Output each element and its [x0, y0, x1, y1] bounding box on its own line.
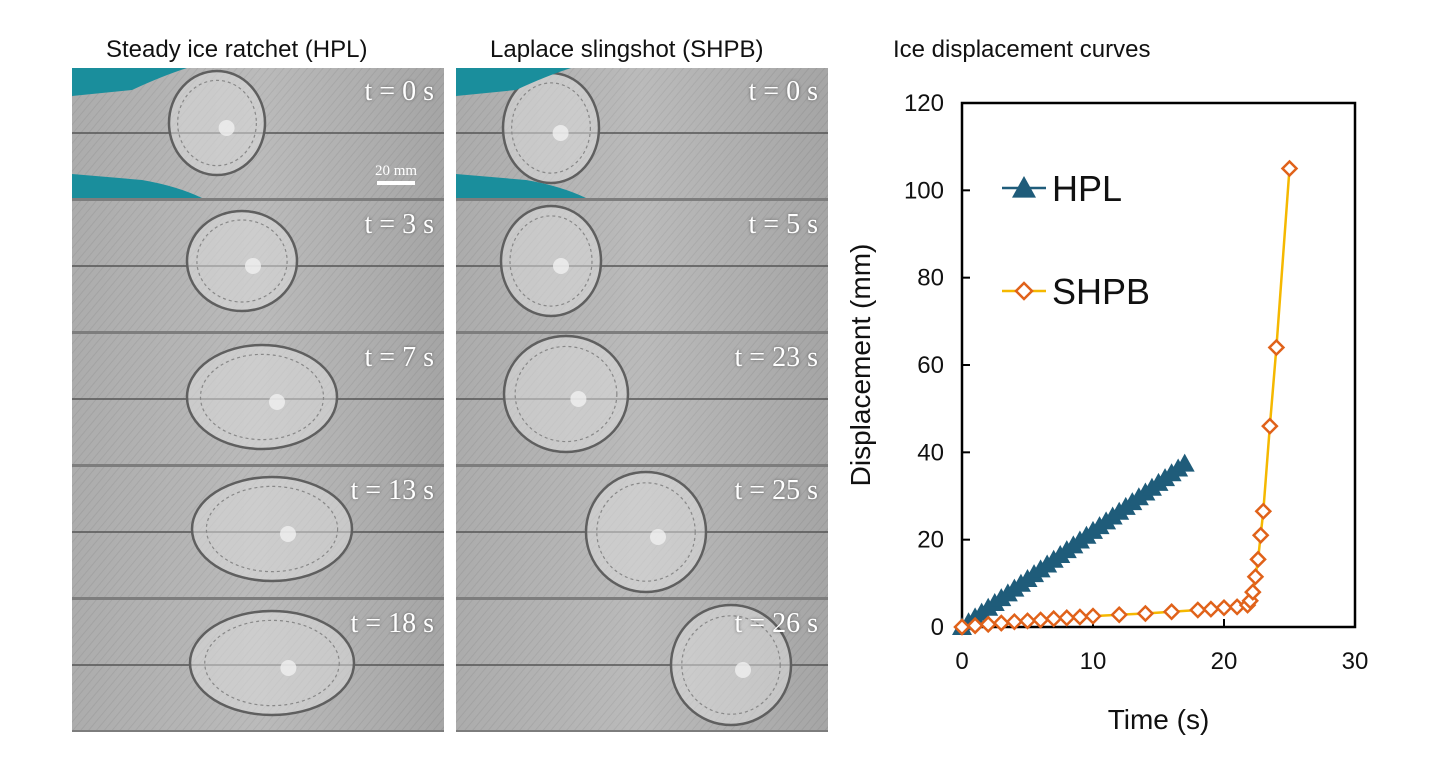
y-tick-label: 100	[904, 177, 944, 204]
shpb-time-label: t = 5 s	[748, 209, 818, 240]
data-point-hpl	[1174, 453, 1195, 472]
data-point-shpb	[1058, 609, 1076, 627]
data-point-shpb	[1249, 550, 1267, 569]
data-point-shpb	[1044, 609, 1063, 628]
shpb-frame: t = 0 s	[456, 68, 828, 198]
data-point-shpb	[992, 614, 1011, 632]
hpl-time-label: t = 7 s	[364, 342, 434, 373]
data-point-shpb	[1005, 612, 1024, 631]
shpb-frame-photo	[456, 201, 828, 331]
data-point-shpb	[953, 618, 971, 636]
x-tick-label: 0	[955, 648, 968, 675]
legend-label-hpl: HPL	[1052, 168, 1122, 209]
hpl-frame: t = 13 s	[72, 467, 444, 597]
y-tick-label: 60	[917, 352, 944, 379]
data-point-shpb	[1251, 526, 1270, 545]
scale-bar: 20 mm	[375, 163, 417, 185]
shpb-time-label: t = 25 s	[734, 475, 818, 506]
data-point-shpb	[1267, 338, 1286, 357]
y-tick-label: 0	[931, 614, 944, 641]
hpl-frame-photo	[72, 68, 444, 198]
data-point-shpb	[1202, 600, 1220, 618]
scale-bar-label: 20 mm	[375, 163, 418, 179]
y-tick-label: 40	[917, 439, 944, 466]
scale-bar-line	[377, 181, 416, 185]
shpb-frame: t = 25 s	[456, 467, 828, 597]
data-point-shpb	[1162, 602, 1181, 621]
data-point-shpb	[1215, 599, 1233, 617]
data-point-shpb	[1244, 583, 1262, 601]
hpl-frame: t = 7 s	[72, 334, 444, 464]
shpb-photo-sequence: t = 0 s t = 5 s t = 23 s t = 25 s t = 26 s	[456, 68, 828, 732]
y-tick-label: 20	[917, 527, 944, 554]
hpl-photo-sequence: t = 0 s 20 mm t = 3 s t = 7 s t = 13 s t = 18…	[72, 68, 444, 732]
y-tick-label: 80	[917, 265, 944, 292]
shpb-frame-photo	[456, 334, 828, 464]
data-point-shpb	[1261, 417, 1279, 435]
hpl-time-label: t = 0 s	[364, 76, 434, 107]
hpl-frame: t = 18 s	[72, 600, 444, 730]
hpl-frame-photo	[72, 201, 444, 331]
displacement-chart: 0 20 40 60 80 100 120 0 10 20 30 Time (s) Displaceme…	[845, 90, 1369, 735]
shpb-frame: t = 23 s	[456, 334, 828, 464]
data-point-shpb	[1018, 612, 1037, 630]
hpl-frame: t = 0 s 20 mm	[72, 68, 444, 198]
x-tick-label: 10	[1080, 648, 1107, 675]
shpb-frame: t = 26 s	[456, 600, 828, 730]
data-point-shpb	[1246, 568, 1265, 586]
legend-marker-shpb	[1014, 281, 1034, 301]
shpb-frame: t = 5 s	[456, 201, 828, 331]
hpl-time-label: t = 13 s	[350, 475, 434, 506]
data-point-shpb	[966, 616, 984, 635]
hpl-frame: t = 3 s	[72, 201, 444, 331]
x-axis-label: Time (s)	[1108, 704, 1210, 735]
y-tick-label: 120	[904, 90, 944, 117]
x-tick-label: 20	[1211, 648, 1238, 675]
data-point-shpb	[1189, 601, 1207, 619]
right-panel-title: Ice displacement curves	[893, 36, 1151, 63]
data-point-shpb	[1110, 606, 1128, 624]
hpl-time-label: t = 3 s	[364, 209, 434, 240]
hpl-frame-photo	[72, 467, 444, 597]
legend-label-shpb: SHPB	[1052, 271, 1150, 312]
series-line-shpb	[961, 168, 1291, 629]
data-point-shpb	[1084, 607, 1102, 625]
middle-panel-title: Laplace slingshot (SHPB)	[490, 36, 764, 63]
data-point-shpb	[1254, 502, 1273, 521]
shpb-time-label: t = 0 s	[748, 76, 818, 107]
data-point-shpb	[1031, 611, 1050, 629]
hpl-time-label: t = 18 s	[350, 608, 434, 639]
y-axis-label: Displacement (mm)	[845, 244, 876, 487]
data-point-shpb	[979, 615, 997, 634]
data-point-shpb	[1136, 604, 1155, 623]
data-point-shpb	[1280, 159, 1299, 178]
hpl-frame-photo	[72, 600, 444, 730]
x-tick-label: 30	[1342, 648, 1369, 675]
left-panel-title: Steady ice ratchet (HPL)	[106, 36, 368, 63]
hpl-frame-photo	[72, 334, 444, 464]
data-point-shpb	[1071, 608, 1089, 626]
legend-marker-hpl	[1012, 176, 1036, 198]
shpb-frame-photo	[456, 600, 828, 730]
shpb-time-label: t = 26 s	[734, 608, 818, 639]
shpb-time-label: t = 23 s	[734, 342, 818, 373]
shpb-frame-photo	[456, 68, 828, 198]
shpb-frame-photo	[456, 467, 828, 597]
